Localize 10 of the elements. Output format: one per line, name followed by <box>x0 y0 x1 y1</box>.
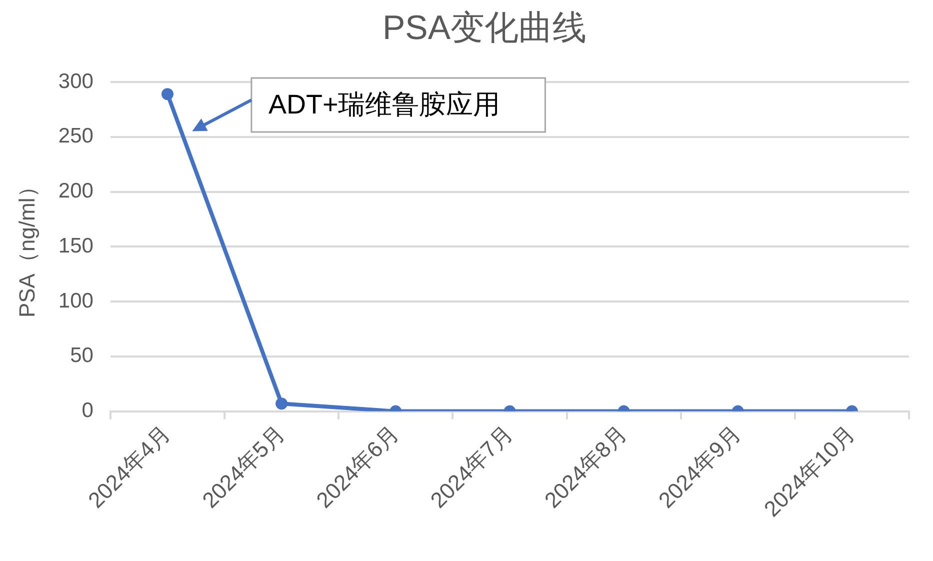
chart-title: PSA变化曲线 <box>382 9 587 47</box>
y-axis-title: PSA（ng/ml） <box>14 176 40 318</box>
y-tick-label: 250 <box>58 124 94 148</box>
annotation: ADT+瑞维鲁胺应用 <box>268 89 500 120</box>
y-tick-label: 0 <box>82 399 94 422</box>
y-tick-label: 150 <box>58 234 94 258</box>
y-tick-label: 50 <box>70 344 94 368</box>
y-tick-label: 100 <box>58 289 94 312</box>
y-tick-label: 200 <box>58 180 94 203</box>
y-tick-label: 300 <box>58 70 94 93</box>
